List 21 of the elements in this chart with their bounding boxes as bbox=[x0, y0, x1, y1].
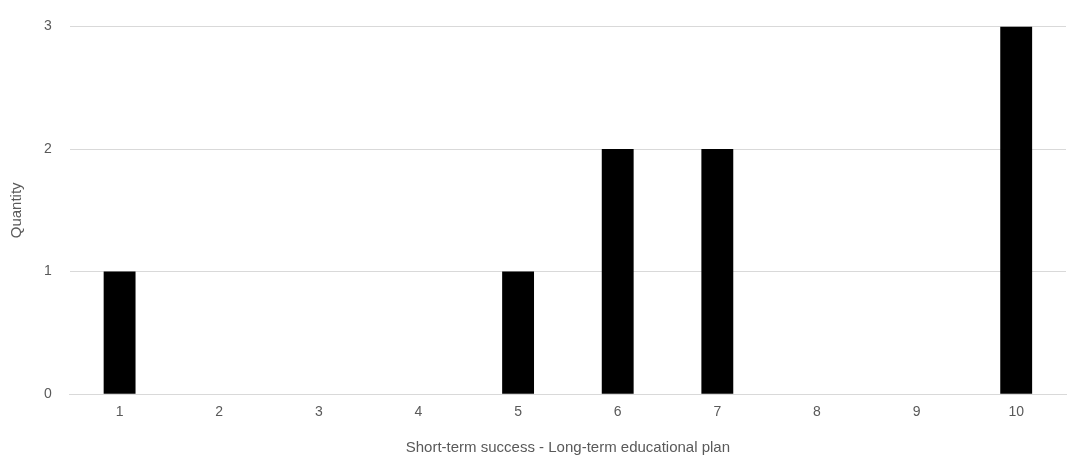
bar bbox=[601, 149, 634, 394]
x-tick-label: 3 bbox=[314, 403, 323, 420]
y-tick-label: 1 bbox=[43, 262, 52, 279]
y-tick-label: 3 bbox=[43, 17, 52, 34]
x-tick-label: 5 bbox=[514, 403, 523, 420]
x-tick-label: 6 bbox=[613, 403, 622, 420]
y-tick-label: 2 bbox=[43, 139, 52, 156]
x-tick-label: 4 bbox=[414, 403, 423, 420]
bar bbox=[701, 149, 734, 394]
x-tick-label: 2 bbox=[215, 403, 224, 420]
x-tick-label: 1 bbox=[115, 403, 124, 420]
x-tick-label: 8 bbox=[813, 403, 822, 420]
bar bbox=[103, 271, 136, 394]
y-axis-title: Quantity bbox=[7, 181, 25, 239]
y-tick-label: 0 bbox=[43, 385, 52, 402]
x-tick-label: 10 bbox=[1008, 403, 1025, 420]
x-tick-label: 7 bbox=[713, 403, 722, 420]
bar bbox=[1000, 26, 1033, 394]
x-tick-label: 9 bbox=[912, 403, 921, 420]
bar bbox=[502, 271, 535, 394]
x-axis-title: Short-term success - Long-term educational plan bbox=[405, 438, 731, 456]
